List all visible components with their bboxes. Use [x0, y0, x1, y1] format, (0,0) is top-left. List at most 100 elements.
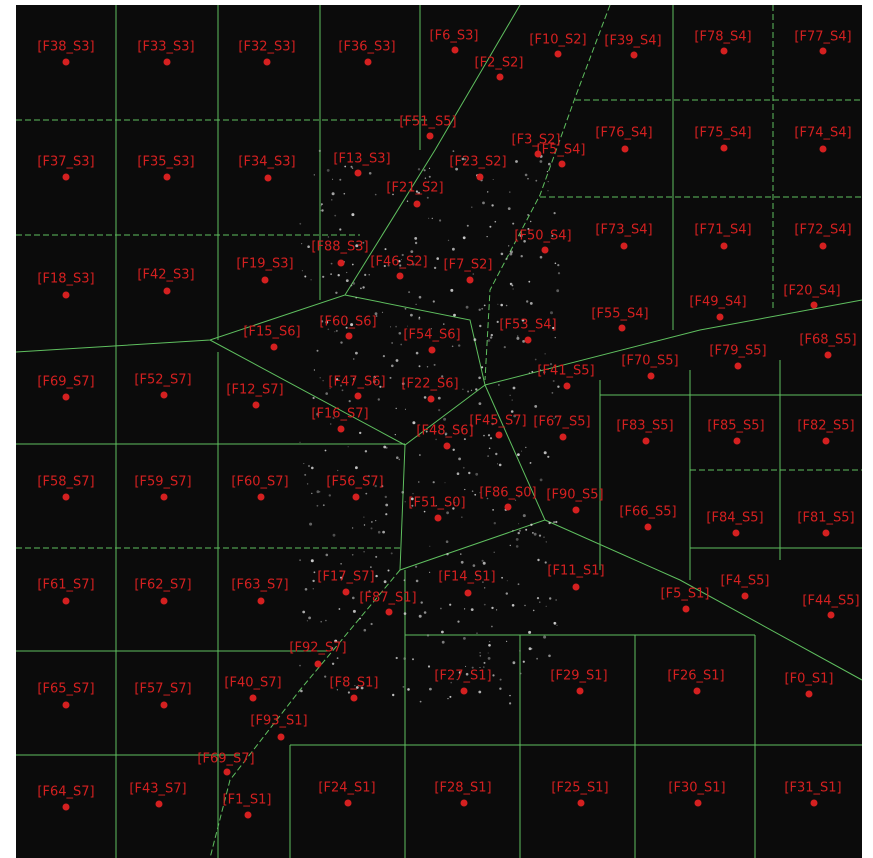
field-center	[164, 288, 171, 295]
field-center	[461, 800, 468, 807]
star	[424, 396, 427, 399]
field-center	[262, 277, 269, 284]
star	[527, 214, 529, 216]
star	[319, 150, 321, 152]
star	[473, 273, 475, 275]
star	[299, 559, 301, 561]
field-center	[429, 347, 436, 354]
field-label: [F50_S4]	[514, 229, 571, 244]
field-label: [F76_S4]	[595, 126, 652, 141]
star	[428, 665, 430, 667]
field-label: [F20_S4]	[783, 284, 840, 299]
star	[419, 365, 421, 367]
star	[506, 592, 508, 594]
star	[427, 366, 428, 367]
field-center	[622, 146, 629, 153]
star	[491, 607, 493, 609]
star	[331, 199, 332, 200]
star	[348, 691, 350, 693]
star	[400, 344, 402, 346]
star	[314, 174, 315, 175]
star	[518, 583, 520, 585]
star	[340, 341, 342, 343]
star	[421, 601, 423, 603]
star	[419, 296, 422, 299]
star	[463, 467, 465, 469]
star	[404, 579, 406, 581]
star	[484, 662, 486, 664]
star	[506, 305, 508, 307]
star	[525, 174, 528, 177]
star	[473, 564, 476, 567]
field-center	[497, 74, 504, 81]
star	[513, 289, 514, 290]
star	[526, 300, 528, 302]
field-center	[461, 688, 468, 695]
field-center	[577, 688, 584, 695]
star	[337, 470, 338, 471]
field-label: [F71_S4]	[694, 223, 751, 238]
star	[491, 204, 493, 206]
field-label: [F32_S3]	[238, 40, 295, 55]
star	[382, 531, 385, 534]
field-center	[346, 333, 353, 340]
field-label: [F55_S4]	[591, 307, 648, 322]
star	[488, 653, 489, 654]
field-label: [F61_S7]	[37, 578, 94, 593]
field-label: [F4_S5]	[721, 574, 770, 589]
field-center	[63, 494, 70, 501]
star	[531, 371, 533, 373]
star	[471, 207, 472, 208]
star	[517, 453, 520, 456]
field-center	[683, 606, 690, 613]
field-label: [F64_S7]	[37, 785, 94, 800]
star	[512, 399, 513, 400]
star	[307, 620, 308, 621]
star	[508, 207, 511, 210]
star	[309, 523, 312, 526]
star	[484, 604, 486, 606]
star	[436, 257, 439, 260]
star	[545, 353, 546, 354]
star	[317, 505, 319, 507]
star	[518, 523, 519, 524]
field-center	[806, 691, 813, 698]
star	[556, 289, 559, 292]
star	[427, 634, 429, 636]
star	[307, 245, 310, 248]
star	[378, 398, 380, 400]
star	[558, 272, 560, 274]
star	[479, 652, 480, 653]
field-center	[525, 337, 532, 344]
field-center	[496, 432, 503, 439]
star	[369, 172, 372, 175]
field-label: [F63_S7]	[231, 578, 288, 593]
star	[555, 263, 557, 265]
star	[330, 424, 331, 425]
star	[416, 580, 419, 583]
star	[434, 364, 436, 366]
star	[396, 359, 399, 362]
star	[399, 332, 402, 335]
star	[536, 658, 538, 660]
star	[512, 530, 514, 532]
star	[353, 282, 356, 285]
star	[548, 163, 551, 166]
field-center	[258, 494, 265, 501]
field-label: [F14_S1]	[438, 570, 495, 585]
field-label: [F37_S3]	[37, 155, 94, 170]
star	[539, 535, 541, 537]
field-label: [F84_S5]	[706, 511, 763, 526]
star	[346, 279, 349, 282]
star	[385, 504, 388, 507]
star	[419, 615, 422, 618]
star	[525, 529, 527, 531]
field-label: [F6_S3]	[430, 29, 479, 44]
field-label: [F78_S4]	[694, 30, 751, 45]
star	[319, 491, 321, 493]
star	[554, 212, 556, 214]
star	[452, 346, 454, 348]
field-center	[694, 688, 701, 695]
star	[314, 369, 315, 370]
star	[375, 556, 377, 558]
